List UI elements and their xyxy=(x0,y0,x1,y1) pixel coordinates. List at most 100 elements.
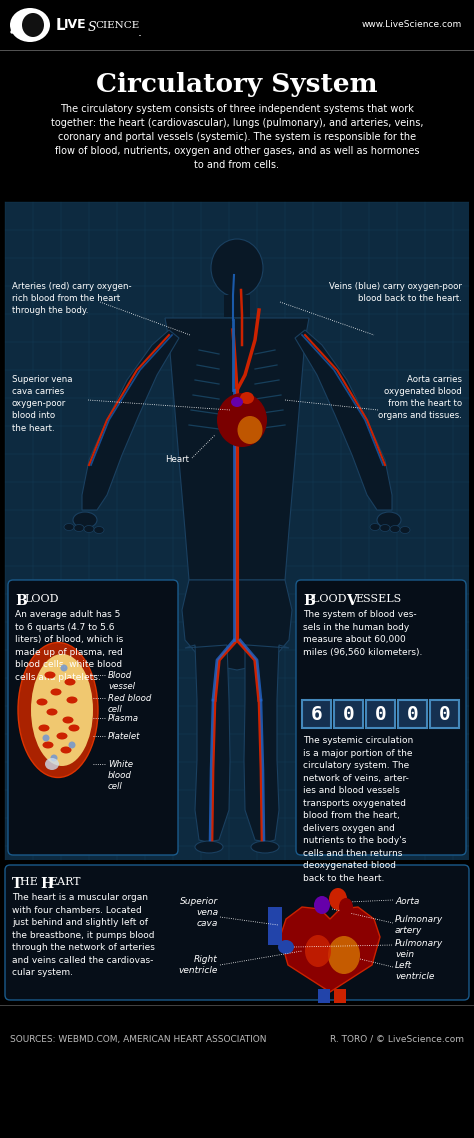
Text: Pulmonary
artery: Pulmonary artery xyxy=(395,915,443,935)
FancyBboxPatch shape xyxy=(8,580,178,855)
Polygon shape xyxy=(244,645,289,842)
Text: .: . xyxy=(138,26,142,39)
Polygon shape xyxy=(280,907,380,992)
Ellipse shape xyxy=(377,512,401,528)
Ellipse shape xyxy=(45,671,55,678)
Bar xyxy=(224,295,250,318)
Text: Right
ventricle: Right ventricle xyxy=(179,955,218,975)
Ellipse shape xyxy=(18,643,98,777)
Bar xyxy=(0,50,474,200)
Ellipse shape xyxy=(278,940,294,954)
Ellipse shape xyxy=(51,688,62,695)
Ellipse shape xyxy=(74,525,84,531)
Text: ESSELS: ESSELS xyxy=(355,594,401,604)
Bar xyxy=(318,989,330,1003)
Polygon shape xyxy=(295,330,392,510)
Ellipse shape xyxy=(211,239,263,297)
Text: B: B xyxy=(15,594,27,608)
Bar xyxy=(334,700,363,728)
Ellipse shape xyxy=(329,888,347,910)
Ellipse shape xyxy=(328,935,360,974)
Text: B: B xyxy=(303,594,315,608)
Text: Superior vena
cava carries
oxygen-poor
blood into
the heart.: Superior vena cava carries oxygen-poor b… xyxy=(12,376,73,432)
Text: 0: 0 xyxy=(343,704,355,724)
Ellipse shape xyxy=(69,742,75,749)
Ellipse shape xyxy=(22,13,44,38)
Text: 0: 0 xyxy=(407,704,419,724)
Text: 0: 0 xyxy=(438,704,450,724)
Ellipse shape xyxy=(380,525,390,531)
Text: Heart: Heart xyxy=(165,455,189,464)
Ellipse shape xyxy=(45,758,59,770)
Text: HE: HE xyxy=(20,877,41,887)
Polygon shape xyxy=(182,580,292,670)
Bar xyxy=(398,700,427,728)
Bar xyxy=(334,989,346,1003)
FancyBboxPatch shape xyxy=(5,865,469,1000)
Ellipse shape xyxy=(73,512,97,528)
Text: SOURCES: WEBMD.COM, AMERICAN HEART ASSOCIATION: SOURCES: WEBMD.COM, AMERICAN HEART ASSOC… xyxy=(10,1034,266,1044)
Text: An average adult has 5
to 6 quarts (4.7 to 5.6
liters) of blood, which is
made u: An average adult has 5 to 6 quarts (4.7 … xyxy=(15,610,123,682)
Ellipse shape xyxy=(237,417,263,444)
Ellipse shape xyxy=(390,526,400,533)
Text: Pulmonary
vein: Pulmonary vein xyxy=(395,939,443,959)
Ellipse shape xyxy=(31,654,93,766)
Text: LOOD: LOOD xyxy=(312,594,350,604)
Ellipse shape xyxy=(64,678,75,685)
Text: The systemic circulation
is a major portion of the
circulatory system. The
netwo: The systemic circulation is a major port… xyxy=(303,736,413,882)
Text: 6: 6 xyxy=(310,704,322,724)
Ellipse shape xyxy=(56,733,67,740)
Text: Arteries (red) carry oxygen-
rich blood from the heart
through the body.: Arteries (red) carry oxygen- rich blood … xyxy=(12,282,132,315)
Ellipse shape xyxy=(63,717,73,724)
Ellipse shape xyxy=(51,754,57,761)
Polygon shape xyxy=(82,330,179,510)
Text: Circulatory System: Circulatory System xyxy=(96,72,378,97)
Text: CIENCE: CIENCE xyxy=(95,20,139,30)
Ellipse shape xyxy=(69,725,80,732)
Text: Veins (blue) carry oxygen-poor
blood back to the heart.: Veins (blue) carry oxygen-poor blood bac… xyxy=(329,282,462,303)
Ellipse shape xyxy=(217,393,267,447)
Text: L: L xyxy=(56,18,65,33)
Ellipse shape xyxy=(231,397,243,407)
Ellipse shape xyxy=(64,523,74,530)
Text: H: H xyxy=(40,877,53,891)
Ellipse shape xyxy=(94,527,104,534)
Ellipse shape xyxy=(61,665,67,671)
Ellipse shape xyxy=(61,747,72,753)
Bar xyxy=(5,203,469,860)
Ellipse shape xyxy=(400,527,410,534)
Text: Platelet: Platelet xyxy=(108,732,140,741)
Bar xyxy=(430,700,459,728)
Text: Aorta carries
oxygenated blood
from the heart to
organs and tissues.: Aorta carries oxygenated blood from the … xyxy=(378,376,462,420)
Ellipse shape xyxy=(339,898,353,916)
Ellipse shape xyxy=(38,725,49,732)
Text: Plasma: Plasma xyxy=(108,714,139,723)
Text: Aorta: Aorta xyxy=(395,897,419,906)
Ellipse shape xyxy=(43,734,49,742)
Text: IVE: IVE xyxy=(64,18,87,31)
Text: Superior
vena
cava: Superior vena cava xyxy=(180,897,218,929)
Bar xyxy=(0,1005,474,1138)
Text: The heart is a muscular organ
with four chambers. Located
just behind and slight: The heart is a muscular organ with four … xyxy=(12,893,155,978)
Ellipse shape xyxy=(251,841,279,854)
Text: LOOD: LOOD xyxy=(24,594,58,604)
Ellipse shape xyxy=(43,742,54,749)
Bar xyxy=(0,0,474,50)
Bar xyxy=(268,907,282,945)
Ellipse shape xyxy=(46,709,57,716)
Text: White
blood
cell: White blood cell xyxy=(108,760,133,791)
Ellipse shape xyxy=(10,8,50,42)
Text: The system of blood ves-
sels in the human body
measure about 60,000
miles (96,5: The system of blood ves- sels in the hum… xyxy=(303,610,422,657)
Polygon shape xyxy=(165,318,309,580)
Text: 0: 0 xyxy=(374,704,386,724)
Ellipse shape xyxy=(370,523,380,530)
Ellipse shape xyxy=(314,896,330,914)
Text: Blood
vessel: Blood vessel xyxy=(108,671,135,691)
Text: Left
ventricle: Left ventricle xyxy=(395,960,434,981)
Ellipse shape xyxy=(36,699,47,706)
Bar xyxy=(302,700,331,728)
Bar xyxy=(366,700,395,728)
Ellipse shape xyxy=(240,391,254,404)
Text: EART: EART xyxy=(49,877,81,887)
Text: T: T xyxy=(12,877,22,891)
